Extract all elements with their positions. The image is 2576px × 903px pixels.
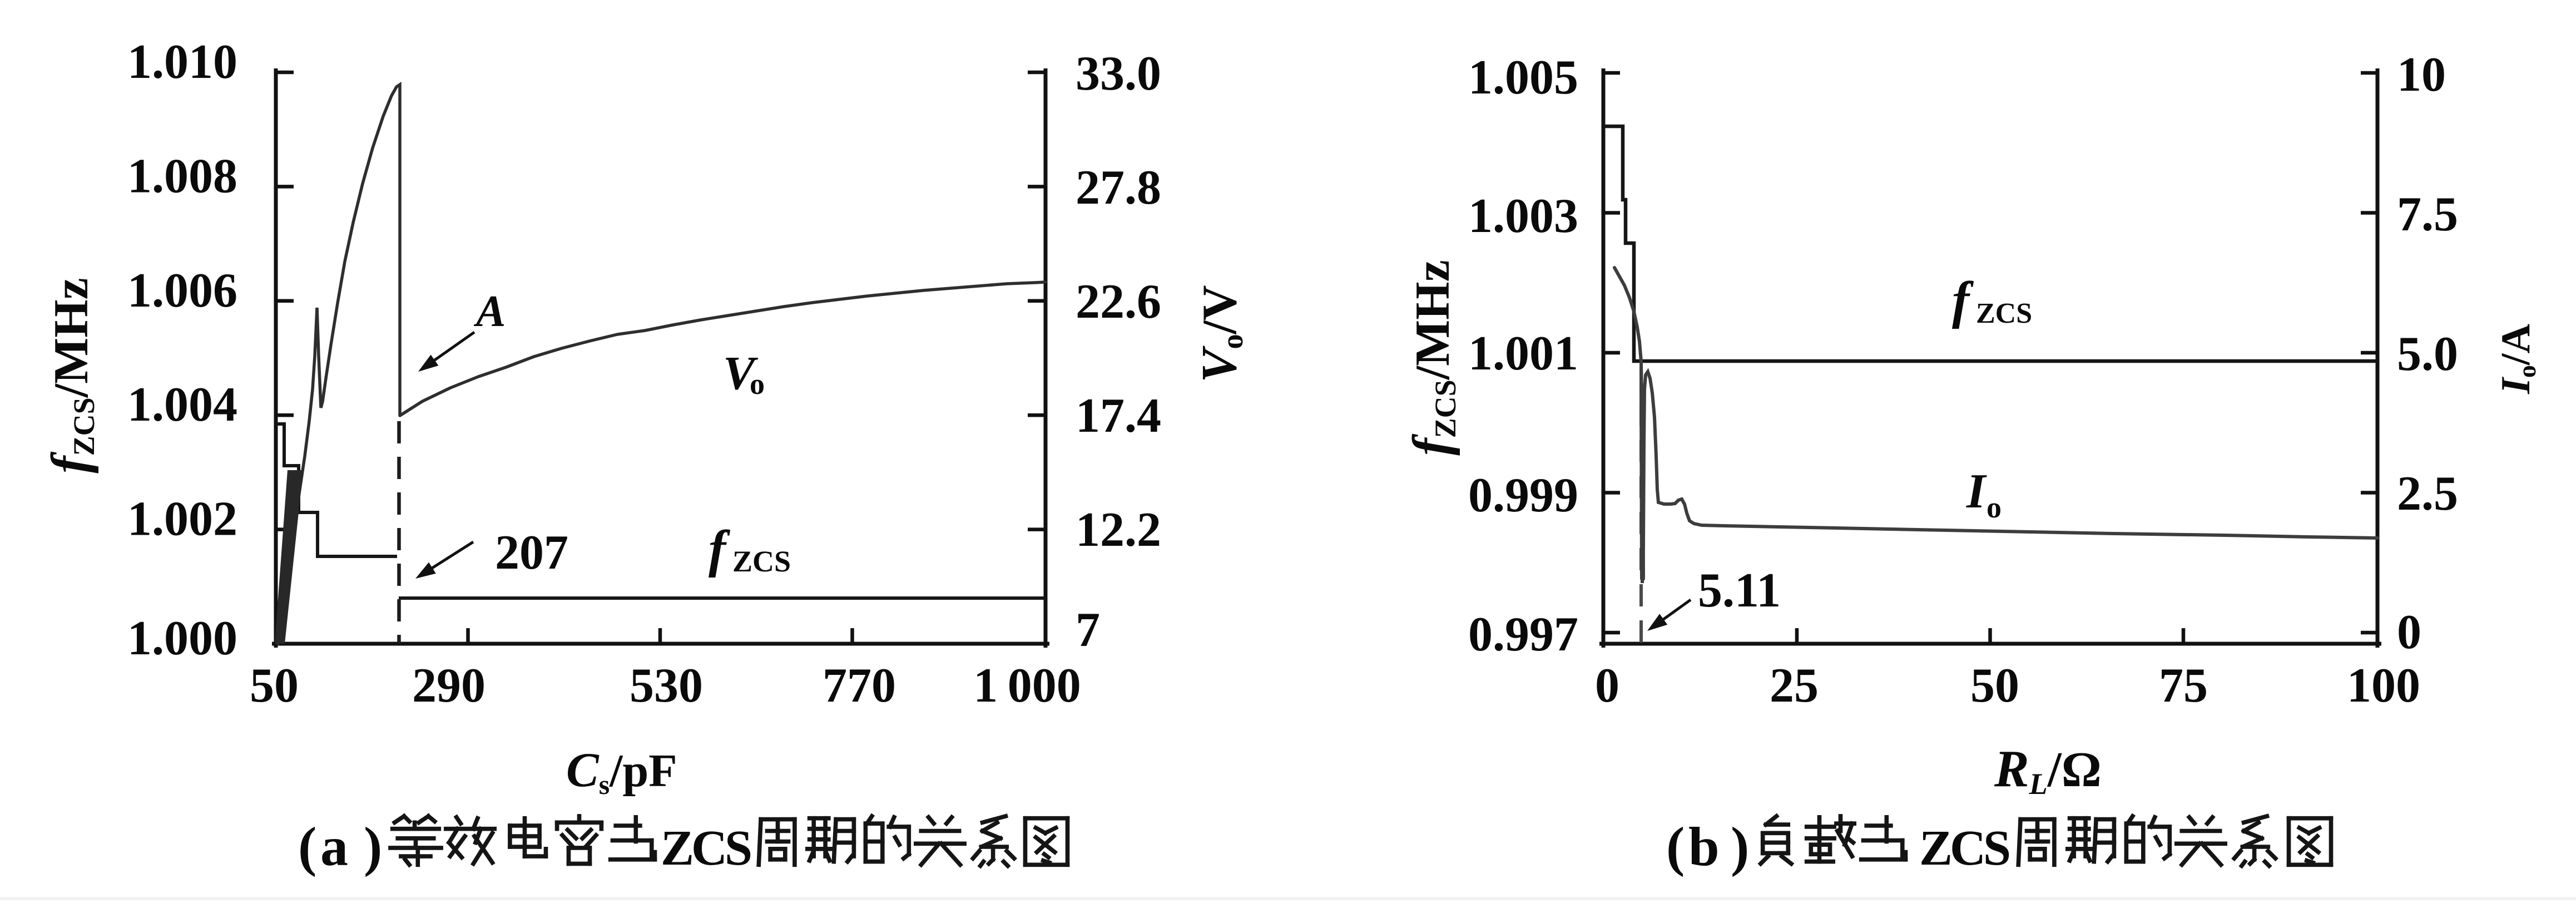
svg-text:A: A xyxy=(473,287,506,336)
svg-text:o: o xyxy=(1987,491,2002,524)
svg-text:o: o xyxy=(750,367,765,401)
svg-text:7: 7 xyxy=(1076,603,1100,657)
svg-text:0.997: 0.997 xyxy=(1468,608,1578,662)
svg-text:0.999: 0.999 xyxy=(1468,468,1578,522)
svg-text:50: 50 xyxy=(1970,659,2019,713)
svg-text:b: b xyxy=(1688,816,1720,877)
svg-text:5.11: 5.11 xyxy=(1698,564,1781,618)
svg-text:): ) xyxy=(1731,816,1749,877)
svg-text:1.001: 1.001 xyxy=(1468,327,1578,381)
svg-text:290: 290 xyxy=(412,659,486,713)
svg-text:1.000: 1.000 xyxy=(127,611,237,665)
svg-text:75: 75 xyxy=(2159,659,2208,713)
svg-text:770: 770 xyxy=(823,659,896,713)
svg-text:22.6: 22.6 xyxy=(1076,275,1161,329)
svg-text:33.0: 33.0 xyxy=(1076,47,1161,101)
svg-text:ZCS: ZCS xyxy=(1919,821,2009,876)
svg-text:I: I xyxy=(1966,465,1987,519)
svg-text:): ) xyxy=(364,816,382,877)
svg-text:(: ( xyxy=(298,816,316,877)
svg-text:17.4: 17.4 xyxy=(1076,389,1161,443)
svg-text:1.005: 1.005 xyxy=(1468,51,1578,105)
svg-text:1.010: 1.010 xyxy=(127,35,237,89)
svg-text:ZCS: ZCS xyxy=(1976,298,2032,329)
svg-text:0: 0 xyxy=(2397,605,2421,659)
svg-text:27.8: 27.8 xyxy=(1076,161,1161,215)
svg-text:ZCS: ZCS xyxy=(661,821,751,876)
svg-text:fZCS/MHz: fZCS/MHz xyxy=(41,278,101,473)
svg-text:50: 50 xyxy=(250,659,299,713)
svg-text:RL/Ω: RL/Ω xyxy=(1994,740,2102,801)
svg-text:V: V xyxy=(723,346,759,399)
svg-text:a: a xyxy=(320,816,348,877)
svg-text:7.5: 7.5 xyxy=(2397,187,2458,241)
svg-text:1.002: 1.002 xyxy=(127,492,237,546)
svg-text:12.2: 12.2 xyxy=(1076,503,1161,557)
svg-text:1.004: 1.004 xyxy=(127,378,237,432)
svg-text:5.0: 5.0 xyxy=(2397,327,2458,381)
svg-text:Io/A: Io/A xyxy=(2493,324,2541,394)
svg-text:207: 207 xyxy=(495,526,568,580)
svg-text:1 000: 1 000 xyxy=(973,659,1081,713)
svg-text:ZCS: ZCS xyxy=(732,545,791,578)
svg-text:25: 25 xyxy=(1770,659,1819,713)
svg-text:0: 0 xyxy=(1595,659,1619,713)
svg-text:100: 100 xyxy=(2347,659,2420,713)
svg-text:2.5: 2.5 xyxy=(2397,467,2458,521)
svg-text:Cs/pF: Cs/pF xyxy=(566,743,677,800)
svg-text:530: 530 xyxy=(630,659,703,713)
svg-text:(: ( xyxy=(1666,816,1685,877)
svg-text:1.006: 1.006 xyxy=(127,264,237,318)
svg-text:10: 10 xyxy=(2397,48,2446,102)
svg-text:1.003: 1.003 xyxy=(1468,189,1578,243)
svg-text:Vo/V: Vo/V xyxy=(1192,285,1249,382)
svg-text:1.008: 1.008 xyxy=(127,149,237,203)
